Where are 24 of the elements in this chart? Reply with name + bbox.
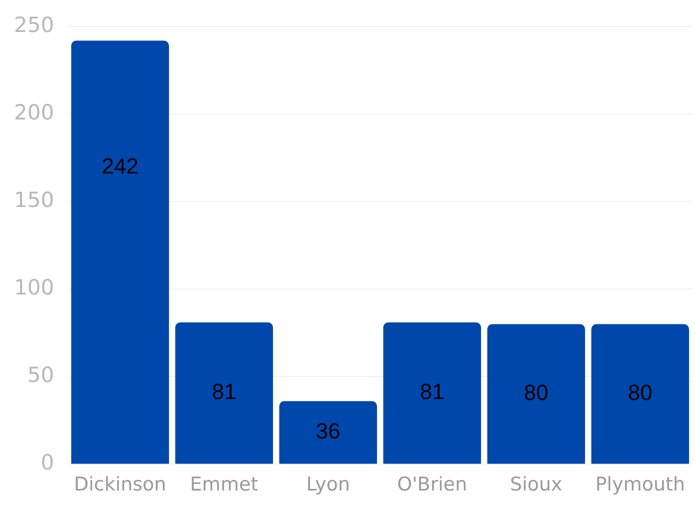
x-tick-label: O'Brien — [397, 474, 468, 496]
data-label: 242 — [102, 154, 138, 179]
y-tick-label: 200 — [14, 100, 54, 125]
data-label: 80 — [628, 380, 652, 405]
bar — [279, 401, 378, 464]
y-tick-label: 50 — [27, 363, 54, 388]
data-label: 80 — [524, 380, 548, 405]
data-label: 81 — [420, 379, 444, 404]
x-tick-label: Dickinson — [74, 474, 166, 496]
bar — [383, 322, 482, 464]
bar — [487, 324, 586, 464]
bar — [591, 324, 690, 464]
x-tick-label: Lyon — [306, 474, 350, 496]
y-tick-label: 100 — [14, 276, 54, 300]
data-label: 81 — [212, 379, 236, 404]
y-tick-label: 0 — [40, 450, 54, 475]
bar — [175, 322, 273, 464]
y-tick-label: 150 — [14, 188, 54, 212]
x-tick-label: Emmet — [190, 474, 258, 496]
y-tick-label: 250 — [14, 13, 54, 38]
data-label: 36 — [316, 418, 340, 444]
x-tick-label: Plymouth — [595, 474, 686, 496]
bar — [71, 40, 169, 464]
x-tick-label: Sioux — [510, 474, 562, 496]
